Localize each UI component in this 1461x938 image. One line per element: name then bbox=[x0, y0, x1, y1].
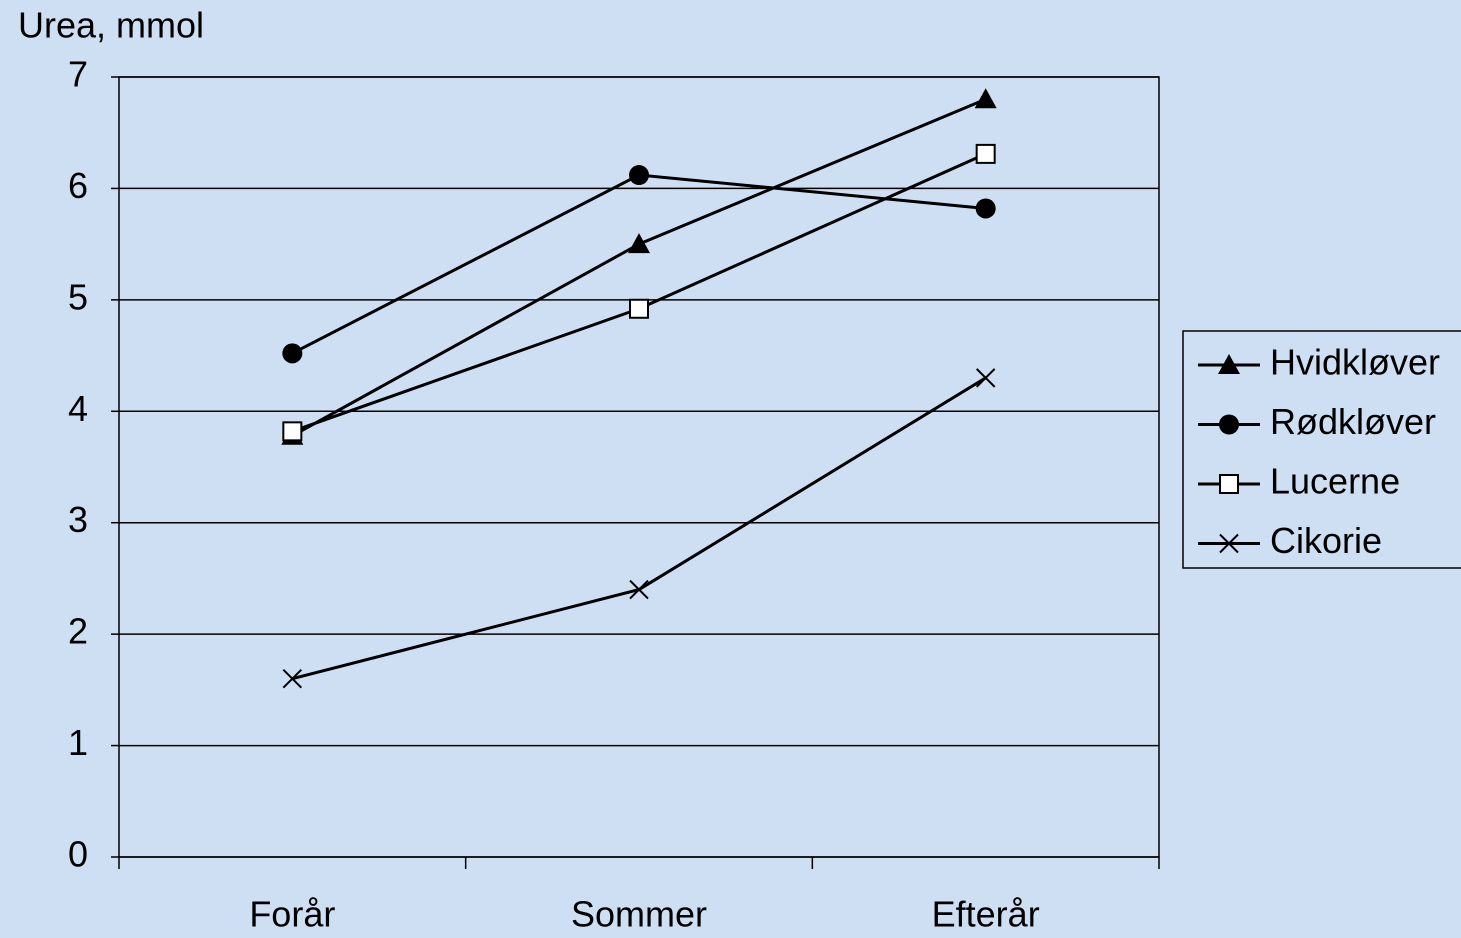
legend-label: Hvidkløver bbox=[1270, 342, 1440, 383]
y-tick-label: 4 bbox=[68, 388, 88, 429]
data-point bbox=[282, 669, 303, 689]
plot-frame bbox=[118, 76, 1160, 858]
x-tick-label: Sommer bbox=[571, 894, 707, 935]
y-axis-label: Urea, mmol bbox=[18, 5, 204, 46]
data-point bbox=[974, 88, 997, 109]
y-tick-label: 1 bbox=[68, 722, 88, 763]
data-point bbox=[975, 198, 996, 219]
legend-marker bbox=[1218, 354, 1240, 374]
y-tick-label: 5 bbox=[68, 276, 88, 317]
series-line bbox=[291, 97, 987, 438]
legend: Hvidkløver Rødkløver Lucerne Cikorie bbox=[1182, 330, 1461, 569]
y-tick-label: 7 bbox=[68, 54, 88, 95]
data-point bbox=[282, 343, 303, 364]
data-point bbox=[629, 579, 649, 600]
data-point bbox=[975, 368, 996, 388]
data-point bbox=[629, 165, 649, 186]
legend-label: Lucerne bbox=[1270, 461, 1400, 502]
data-point bbox=[282, 421, 303, 442]
legend-marker bbox=[1219, 474, 1239, 494]
x-tick-label: Efterår bbox=[932, 894, 1040, 935]
y-tick-label: 2 bbox=[68, 611, 88, 652]
data-point bbox=[629, 298, 649, 319]
y-tick-label: 3 bbox=[68, 499, 88, 540]
legend-marker bbox=[1219, 533, 1239, 554]
legend-label: Cikorie bbox=[1270, 520, 1382, 561]
legend-marker bbox=[1219, 414, 1239, 435]
series-line bbox=[291, 152, 987, 433]
y-tick-label: 0 bbox=[68, 834, 88, 875]
y-tick-label: 6 bbox=[68, 165, 88, 206]
data-point bbox=[975, 143, 996, 164]
legend-label: Rødkløver bbox=[1270, 401, 1436, 442]
data-point bbox=[628, 233, 650, 254]
x-tick-label: Forår bbox=[249, 894, 335, 935]
